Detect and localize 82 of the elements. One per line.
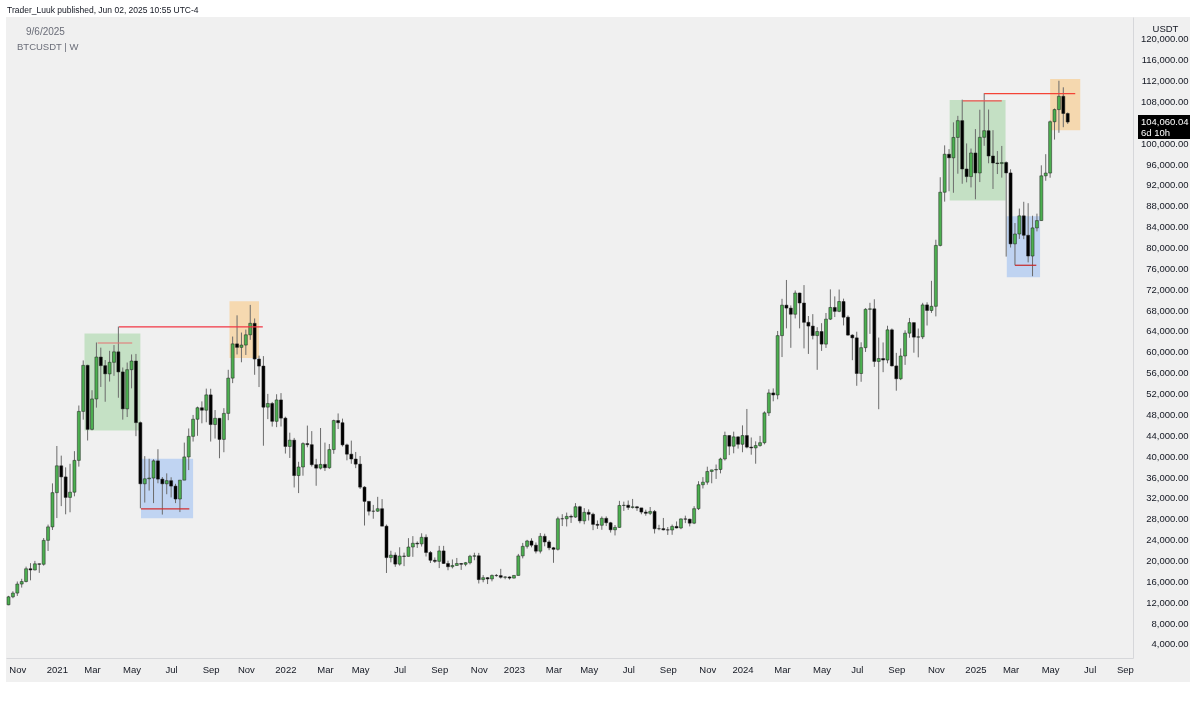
x-tick-label: Mar [317,663,334,675]
x-tick-label: Mar [545,663,563,675]
y-tick-label: 116,000.00 [1141,54,1189,66]
y-tick-label: 52,000.00 [1146,388,1189,400]
x-tick-label: Sep [1116,663,1134,675]
y-tick-label: 60,000.00 [1146,346,1189,358]
candlestick [973,128,978,200]
y-axis-title: USDT [1152,22,1179,34]
candlestick [753,440,758,465]
candlestick [204,388,209,423]
candlestick [995,150,1000,175]
x-tick-label: Mar [84,663,101,675]
candlestick [652,509,657,534]
candlestick [151,458,156,504]
y-tick-label: 16,000.00 [1146,575,1189,587]
y-tick-label: 40,000.00 [1146,450,1189,462]
y-tick-label: 100,000.00 [1140,137,1189,149]
x-tick-label: 2023 [503,663,526,675]
candlestick [318,427,323,470]
text: 104,060.04 [1141,116,1189,128]
x-tick-label: Jul [851,663,864,675]
x-tick-label: Nov [9,663,27,675]
y-tick-label: 64,000.00 [1146,325,1189,337]
x-tick-label: 2024 [732,663,754,675]
x-tick-label: Sep [431,663,449,675]
x-tick-label: May [123,663,142,675]
y-tick-label: 92,000.00 [1146,179,1189,191]
x-tick-label: May [1041,663,1060,675]
y-tick-label: 84,000.00 [1146,221,1189,233]
y-tick-label: 36,000.00 [1146,471,1189,483]
x-tick-label: Mar [1002,663,1020,675]
candlestick [740,424,745,453]
x-tick-label: Nov [237,663,256,675]
candlestick [371,504,376,520]
y-tick-label: 108,000.00 [1140,95,1189,107]
y-tick-label: 80,000.00 [1146,242,1189,254]
candlestick [538,532,543,554]
y-tick-label: 8,000.00 [1151,617,1189,629]
y-tick-label: 88,000.00 [1146,200,1189,212]
y-tick-label: 56,000.00 [1146,367,1189,379]
y-tick-label: 28,000.00 [1146,513,1189,525]
x-tick-label: Nov [927,663,946,675]
y-tick-label: 32,000.00 [1146,492,1189,504]
annotation: 9/6/2025 [26,26,66,37]
x-tick-label: Jul [394,663,407,675]
x-tick-label: 2022 [275,663,297,675]
y-tick-label: 76,000.00 [1146,262,1189,274]
candlestick [397,546,402,567]
y-tick-label: 12,000.00 [1146,596,1189,608]
candlestick [164,472,169,495]
text: 6d 10h [1141,127,1171,139]
candlestick [239,332,244,363]
y-tick-label: 68,000.00 [1146,304,1189,316]
text: BTCUSDT | W [17,41,79,52]
x-tick-label: Mar [774,663,791,675]
x-tick-label: May [351,663,370,675]
y-tick-label: 96,000.00 [1146,158,1189,170]
x-tick-label: Jul [165,663,178,675]
candlestick [727,434,732,456]
y-tick-label: 112,000.00 [1141,75,1189,87]
y-tick-label: 48,000.00 [1146,408,1189,420]
x-tick-label: 2025 [965,663,987,675]
x-tick-label: May [580,663,599,675]
y-tick-label: 72,000.00 [1146,283,1189,295]
x-tick-label: Jul [1084,663,1097,675]
text: Trader_Luuk published, Jun 02, 2025 10:55 UTC-4 [7,5,199,15]
x-tick-label: 2021 [46,663,68,675]
x-tick-label: Sep [888,663,906,675]
x-tick-label: Sep [659,663,677,675]
x-tick-label: Sep [202,663,220,675]
x-tick-label: Jul [622,663,635,675]
y-tick-label: 44,000.00 [1146,429,1189,441]
y-tick-label: 4,000.00 [1151,638,1189,650]
candlestick [349,440,354,465]
candlestick [274,393,279,428]
y-tick-label: 24,000.00 [1146,534,1189,546]
x-tick-label: May [813,663,832,675]
x-tick-label: Nov [699,663,717,675]
y-tick-label: 120,000.00 [1140,33,1189,45]
candlestick [731,431,736,454]
x-tick-label: Nov [470,663,488,675]
y-tick-label: 20,000.00 [1146,554,1189,566]
